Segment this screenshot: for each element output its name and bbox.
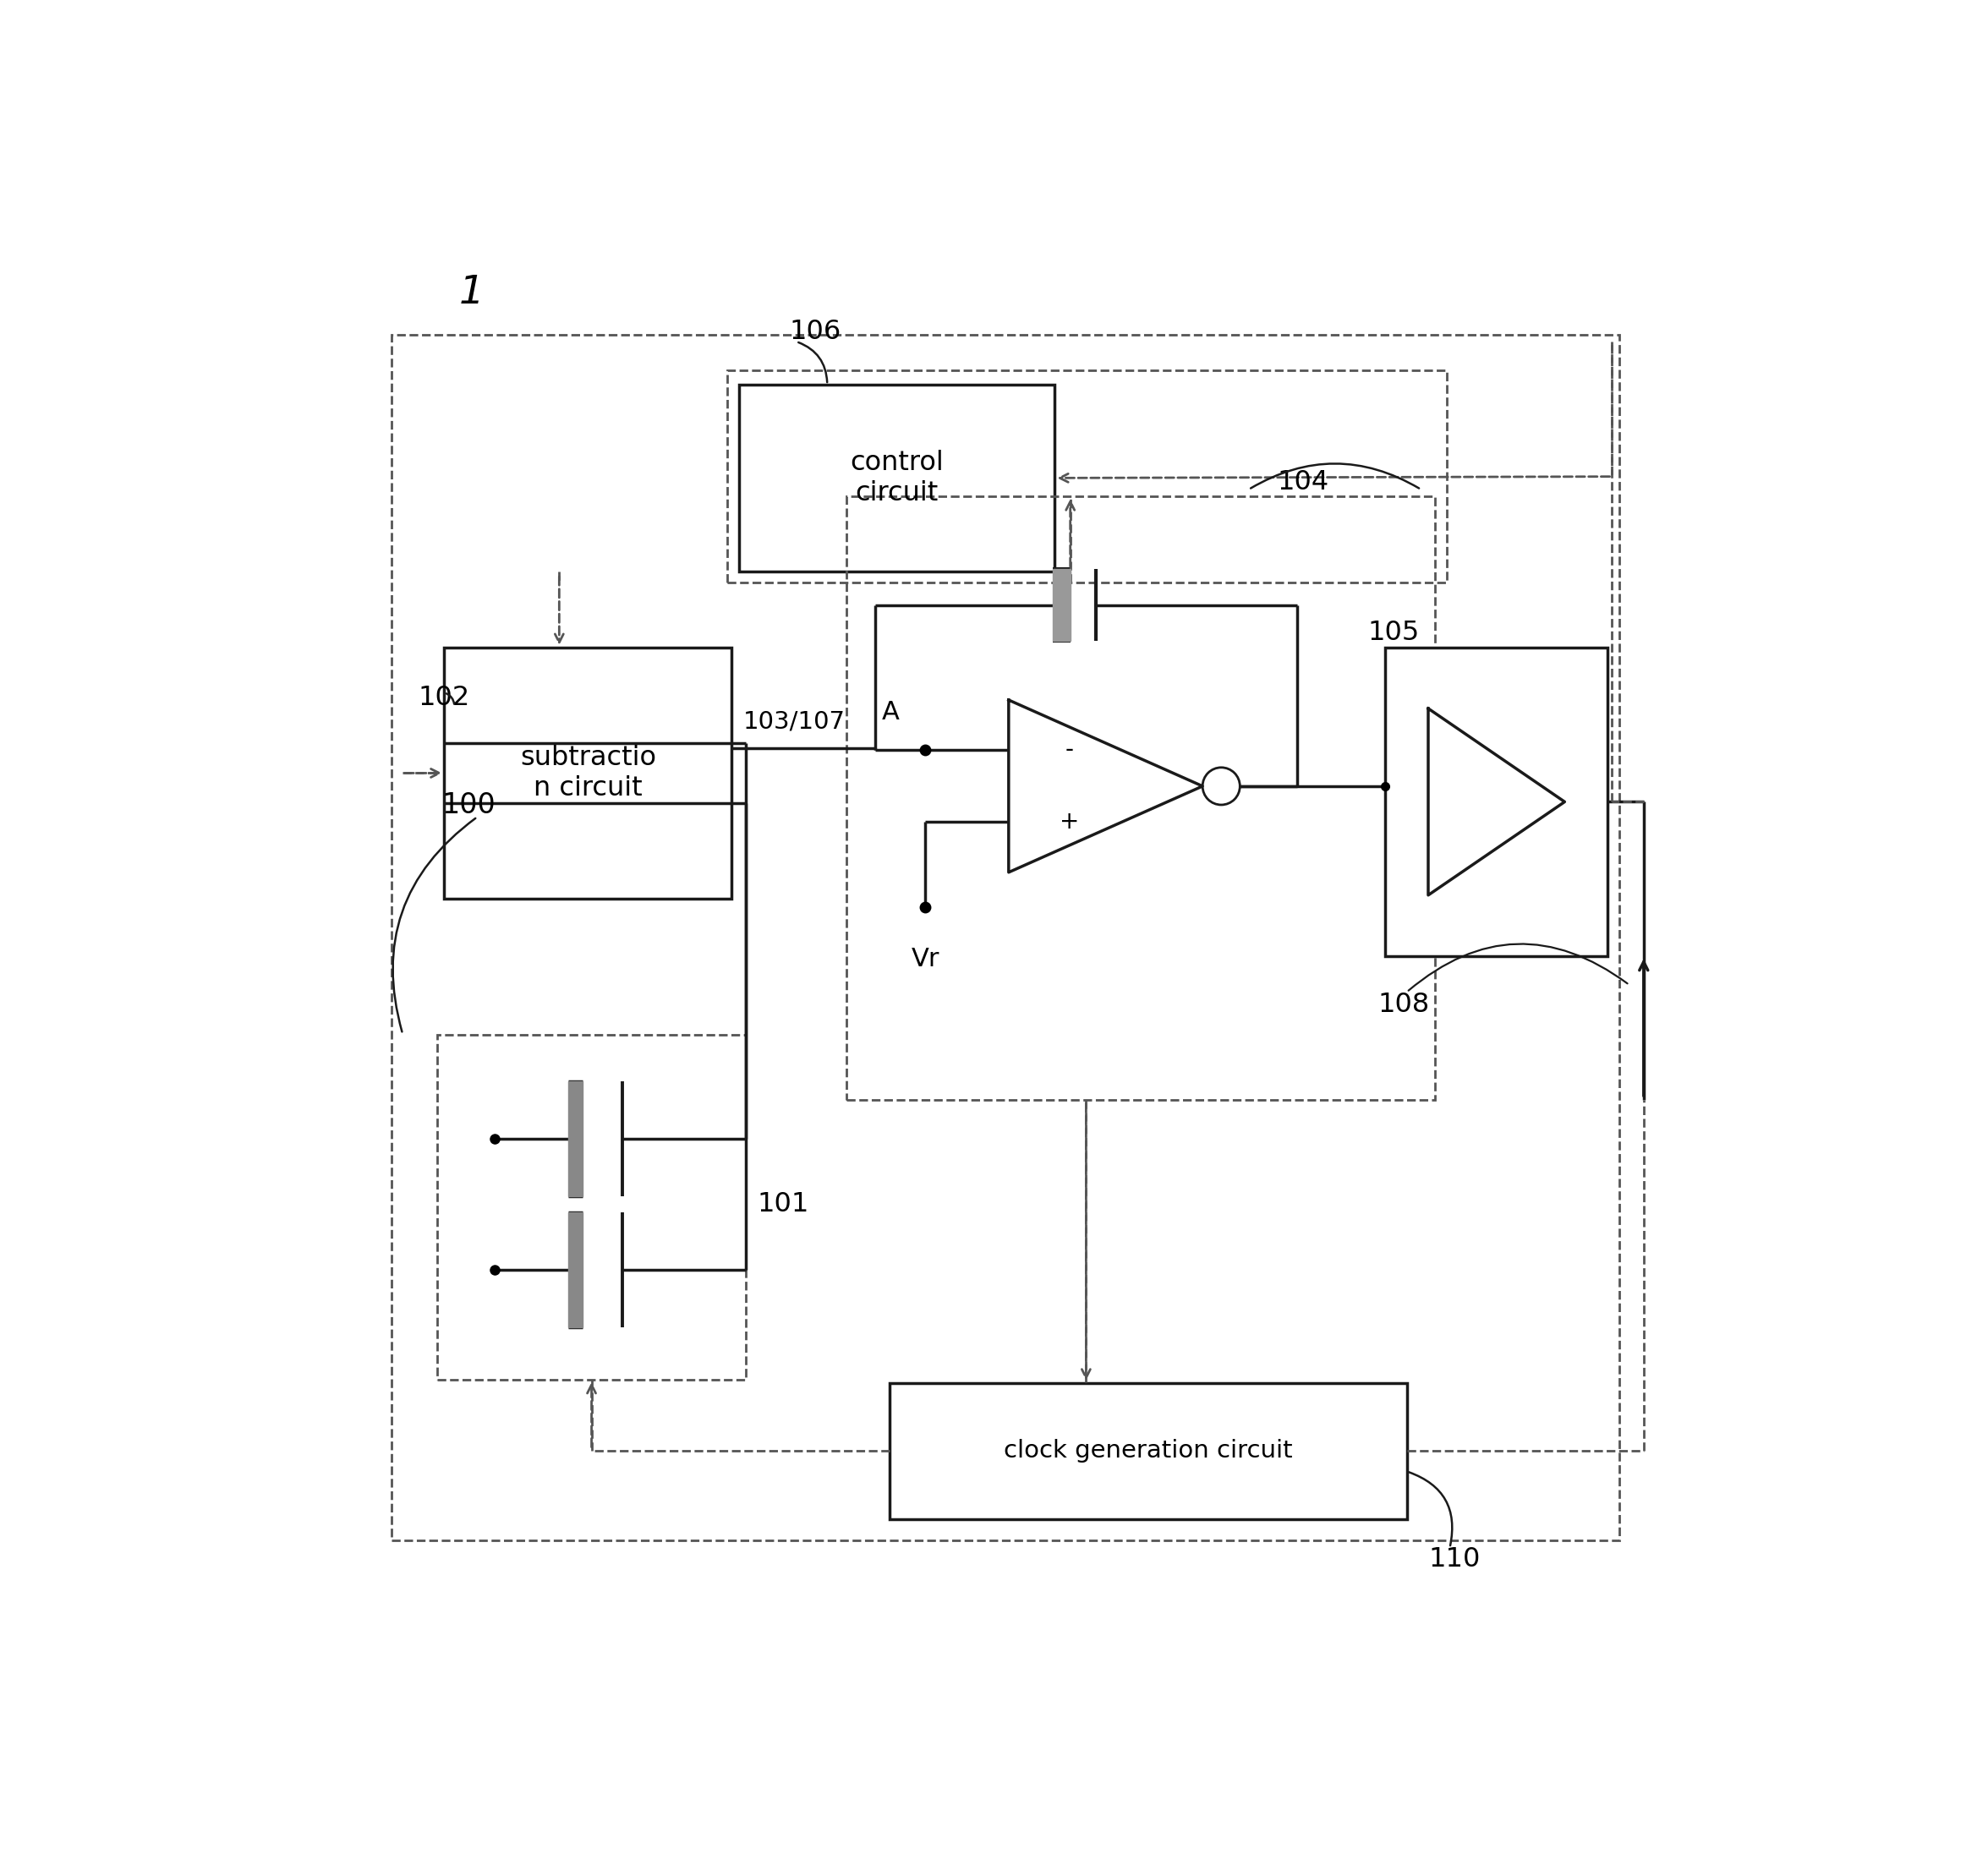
- Text: 103/107: 103/107: [744, 711, 845, 733]
- Text: Vr: Vr: [911, 947, 940, 972]
- Text: 104: 104: [1278, 470, 1330, 496]
- Text: 101: 101: [757, 1192, 809, 1218]
- Bar: [1386, 647, 1608, 957]
- Text: 1: 1: [459, 274, 485, 311]
- Polygon shape: [569, 1212, 582, 1328]
- Bar: [728, 371, 1447, 582]
- Text: +: +: [1060, 809, 1079, 834]
- Text: -: -: [1066, 739, 1074, 763]
- Text: 100: 100: [441, 791, 495, 819]
- Text: 108: 108: [1378, 992, 1429, 1018]
- Text: clock generation circuit: clock generation circuit: [1004, 1440, 1292, 1462]
- Text: A: A: [883, 699, 901, 724]
- Bar: [443, 647, 732, 899]
- Bar: [392, 334, 1620, 1540]
- Bar: [889, 1382, 1408, 1520]
- Text: control
circuit: control circuit: [851, 449, 944, 505]
- Bar: [847, 496, 1435, 1100]
- Text: 110: 110: [1427, 1546, 1481, 1572]
- Text: subtractio
n circuit: subtractio n circuit: [521, 744, 656, 802]
- Text: 106: 106: [789, 319, 841, 345]
- Polygon shape: [569, 1082, 582, 1195]
- Text: 105: 105: [1368, 619, 1419, 645]
- Text: 102: 102: [417, 684, 471, 711]
- Polygon shape: [1054, 569, 1070, 642]
- Bar: [437, 1035, 746, 1380]
- Bar: [740, 384, 1056, 571]
